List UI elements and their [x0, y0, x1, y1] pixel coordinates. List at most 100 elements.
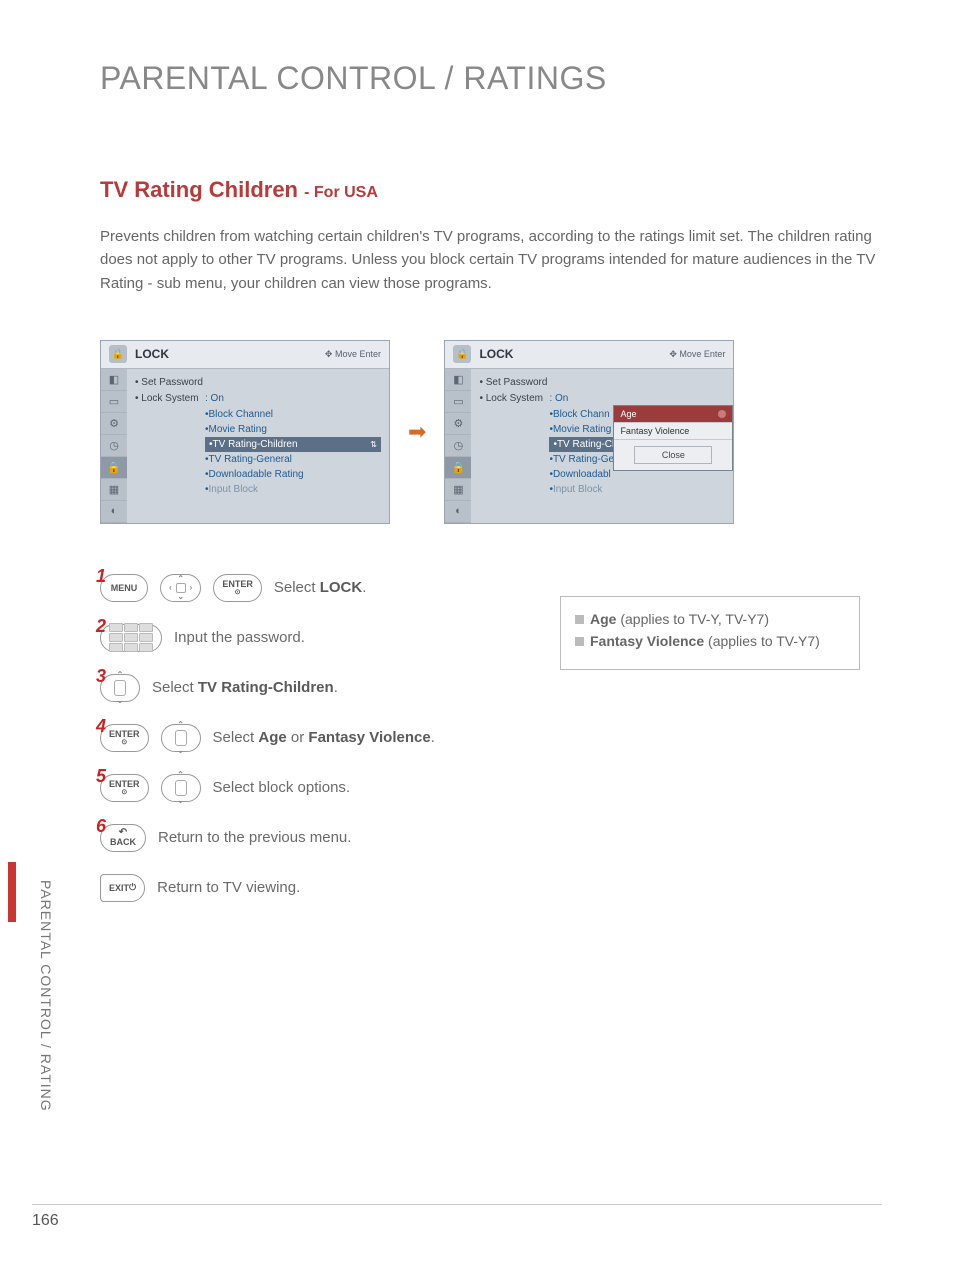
popup-age-text: Age	[620, 409, 636, 419]
side-icon: ▭	[445, 391, 471, 413]
t: Select	[274, 579, 320, 596]
popup-age-selected: Age	[614, 406, 732, 423]
enter-label: ENTER	[222, 580, 253, 589]
gear-icon: ⚙	[445, 413, 471, 435]
exit-label: EXIT	[109, 883, 129, 893]
item-movie-rating: Movie Rating	[205, 422, 381, 437]
nav-cross-button: ⌃‹›⌄	[160, 574, 201, 602]
bullet-icon	[575, 637, 584, 646]
panel-a-title: LOCK	[135, 347, 317, 361]
panel-b-hints: ✥ Move Enter	[669, 349, 725, 360]
move-icon: ✥	[325, 349, 333, 359]
lock-system-label: • Lock System	[479, 393, 549, 404]
nav-updown-button: ⌃⌄	[161, 724, 201, 752]
panel-a-hints: ✥ Move Enter	[325, 349, 381, 360]
bullet-icon	[575, 615, 584, 624]
popup-fantasy-violence: Fantasy Violence	[614, 423, 732, 440]
back-label: BACK	[110, 838, 136, 847]
lock-system-label: • Lock System	[135, 393, 205, 404]
section-subtitle: TV Rating Children - For USA	[100, 177, 896, 203]
side-icon: ▭	[101, 391, 127, 413]
step-5-text: Select block options.	[213, 779, 351, 796]
t: .	[362, 579, 366, 596]
step-4: 4 ENTER⊙ ⌃⌄ Select Age or Fantasy Violen…	[100, 724, 896, 752]
step-exit: EXIT ⏻ Return to TV viewing.	[100, 874, 896, 902]
side-icon: ▦	[445, 479, 471, 501]
item-block-channel: Block Channel	[205, 407, 381, 422]
t-bold: LOCK	[320, 579, 363, 596]
panel-a-content: • Set Password • Lock System: On Block C…	[127, 369, 389, 523]
side-icon: ◐	[445, 501, 471, 523]
subtitle-sub: - For USA	[304, 184, 378, 201]
set-password-text: Set Password	[141, 377, 203, 388]
t: .	[431, 729, 435, 746]
panel-b-sidebar: ◧ ▭ ⚙ ◷ 🔒 ▦ ◐	[445, 369, 471, 523]
step-3-text: Select TV Rating-Children.	[152, 679, 338, 696]
lock-system-text: Lock System	[141, 393, 198, 404]
updown-icon: ⇅	[370, 440, 377, 449]
page-title: PARENTAL CONTROL / RATINGS	[100, 60, 896, 97]
step-5: 5 ENTER⊙ ⌃⌄ Select block options.	[100, 774, 896, 802]
arrow-right-icon: ➡	[408, 419, 426, 445]
step-3: 3 ⌃⌄ Select TV Rating-Children.	[100, 674, 896, 702]
exit-button: EXIT ⏻	[100, 874, 145, 902]
enter-button: ENTER⊙	[213, 574, 262, 602]
t: Select	[213, 729, 259, 746]
panel-b-title: LOCK	[479, 347, 661, 361]
move-icon: ✥	[669, 349, 677, 359]
t-bold: TV Rating-Children	[198, 679, 334, 696]
step-4-text: Select Age or Fantasy Violence.	[213, 729, 435, 746]
t: Select	[152, 679, 198, 696]
lock-side-icon: 🔒	[101, 457, 127, 479]
lock-panel-right: 🔒 LOCK ✥ Move Enter ◧ ▭ ⚙ ◷ 🔒 ▦ ◐ • Set …	[444, 340, 734, 524]
step-number: 2	[96, 616, 106, 637]
step-2-text: Input the password.	[174, 629, 305, 646]
subtitle-main: TV Rating Children	[100, 177, 304, 202]
side-icon: ▦	[101, 479, 127, 501]
side-icon: ◧	[101, 369, 127, 391]
step-6-text: Return to the previous menu.	[158, 829, 351, 846]
gear-icon: ⚙	[101, 413, 127, 435]
keypad-button	[100, 624, 162, 652]
clock-icon: ◷	[445, 435, 471, 457]
tv-rating-children-text: TV Rating-Children	[213, 439, 298, 450]
lock-panel-left: 🔒 LOCK ✥ Move Enter ◧ ▭ ⚙ ◷ 🔒 ▦ ◐ • Set …	[100, 340, 390, 524]
set-password-text: Set Password	[486, 377, 548, 388]
nav-updown-button: ⌃⌄	[161, 774, 201, 802]
page-number: 166	[32, 1212, 59, 1230]
back-button: ↶BACK	[100, 824, 146, 852]
t-bold: Age	[258, 729, 286, 746]
info-age-bold: Age	[590, 611, 616, 627]
step-number: 5	[96, 766, 106, 787]
enter-button: ENTER⊙	[100, 724, 149, 752]
menu-button: MENU	[100, 574, 148, 602]
set-password-label: • Set Password	[479, 377, 549, 388]
rating-popup: Age Fantasy Violence Close	[613, 405, 733, 471]
t-bold: Fantasy Violence	[308, 729, 430, 746]
step-number: 6	[96, 816, 106, 837]
side-icon: ◧	[445, 369, 471, 391]
set-password-label: • Set Password	[135, 377, 205, 388]
lock-icon: 🔒	[453, 345, 471, 363]
info-fantasy-rest: (applies to TV-Y7)	[704, 633, 820, 649]
step-6: 6 ↶BACK Return to the previous menu.	[100, 824, 896, 852]
step-number: 4	[96, 716, 106, 737]
lock-system-text: Lock System	[486, 393, 543, 404]
step-number: 3	[96, 666, 106, 687]
info-age-rest: (applies to TV-Y, TV-Y7)	[616, 611, 769, 627]
lock-side-icon: 🔒	[445, 457, 471, 479]
info-line-fantasy: Fantasy Violence (applies to TV-Y7)	[575, 633, 845, 649]
item-tv-rating-children-selected: TV Rating-Children ⇅	[205, 437, 381, 452]
radio-dot-icon	[718, 410, 726, 418]
panel-b-hint-text: Move Enter	[679, 349, 725, 359]
step-1-text: Select LOCK.	[274, 579, 367, 596]
lock-icon: 🔒	[109, 345, 127, 363]
item-input-block: Input Block	[205, 482, 381, 497]
t: .	[334, 679, 338, 696]
info-fantasy-bold: Fantasy Violence	[590, 633, 704, 649]
step-exit-text: Return to TV viewing.	[157, 879, 300, 896]
info-box: Age (applies to TV-Y, TV-Y7) Fantasy Vio…	[560, 596, 860, 670]
side-tab-label: PARENTAL CONTROL / RATING	[38, 880, 54, 1112]
popup-close-button: Close	[634, 446, 712, 464]
side-icon: ◐	[101, 501, 127, 523]
